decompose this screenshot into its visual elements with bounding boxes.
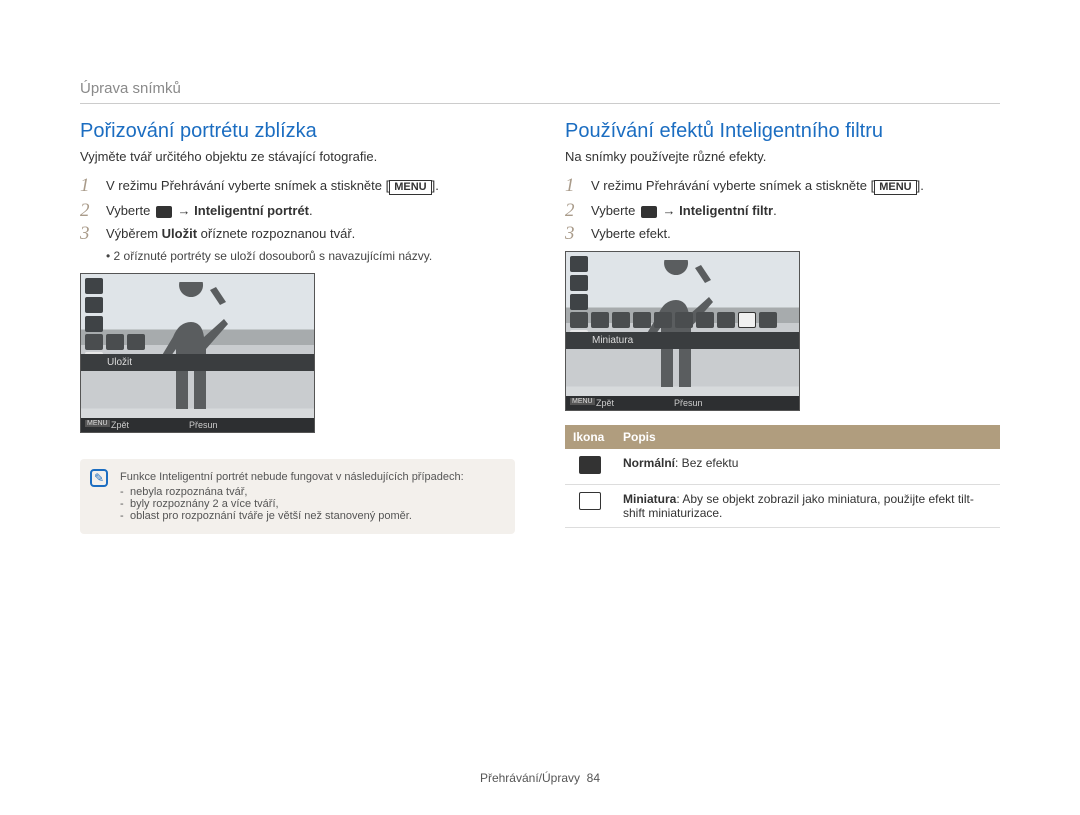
lcd-bottom-bar-r: Zpět Přesun xyxy=(566,396,799,410)
sub-bullet-1: 2 oříznuté portréty se uloží dosouborů s… xyxy=(106,249,515,263)
step-3-post: oříznete rozpoznanou tvář. xyxy=(197,226,355,241)
lcd-side-icons xyxy=(85,278,103,332)
arrow-text-r: → xyxy=(659,203,679,218)
menu-button-label-r: MENU xyxy=(874,180,916,195)
row2-rest: : Aby se objekt zobrazil jako miniatura,… xyxy=(623,492,974,520)
lcd-bot-right-r: Přesun xyxy=(674,398,703,408)
steps-right: V režimu Přehrávání vyberte snímek a sti… xyxy=(565,178,1000,241)
step-1-text: V režimu Přehrávání vyberte snímek a sti… xyxy=(106,178,389,193)
effects-table: Ikona Popis Normální: Bez efektu Miniatu… xyxy=(565,425,1000,528)
section-subtitle-right: Na snímky používejte různé efekty. xyxy=(565,149,1000,164)
step-3-pre: Výběrem xyxy=(106,226,162,241)
lcd-row-icons xyxy=(85,334,145,350)
effect-normal-icon xyxy=(579,456,601,474)
silhouette-icon-r xyxy=(626,260,726,400)
step-2-bold: Inteligentní portrét xyxy=(194,203,309,218)
note-item-1: nebyla rozpoznána tvář, xyxy=(120,486,503,498)
page-footer: Přehrávání/Úpravy 84 xyxy=(0,771,1080,785)
settings-icon xyxy=(156,206,172,218)
table-row: Normální: Bez efektu xyxy=(565,449,1000,485)
note-item-3: oblast pro rozpoznání tváře je větší než… xyxy=(120,510,503,522)
lcd-preview-left: Uložit Zpět Přesun xyxy=(80,273,315,433)
step-2: Vyberte → Inteligentní portrét. xyxy=(80,203,515,218)
section-subtitle-left: Vyjměte tvář určitého objektu ze stávají… xyxy=(80,149,515,164)
lcd-side-icons-r xyxy=(570,256,588,310)
footer-label: Přehrávání/Úpravy xyxy=(480,771,580,785)
lcd-bot-left-r: Zpět xyxy=(596,398,614,408)
step-3-bold: Uložit xyxy=(162,226,197,241)
menu-button-label: MENU xyxy=(389,180,431,195)
note-heading: Funkce Inteligentní portrét nebude fungo… xyxy=(120,471,503,483)
step-1: V režimu Přehrávání vyberte snímek a sti… xyxy=(80,178,515,195)
row1-bold: Normální xyxy=(623,456,675,470)
step-1-post: ]. xyxy=(432,178,439,193)
th-desc: Popis xyxy=(615,425,1000,449)
lcd-banner-r: Miniatura xyxy=(566,332,799,349)
step-2r-post: . xyxy=(773,203,777,218)
step-3-r: Vyberte efekt. xyxy=(565,226,1000,241)
step-1r-text: V režimu Přehrávání vyberte snímek a sti… xyxy=(591,178,874,193)
left-column: Pořizování portrétu zblízka Vyjměte tvář… xyxy=(80,120,515,534)
step-2r-bold: Inteligentní filtr xyxy=(679,203,773,218)
arrow-text: → xyxy=(174,203,194,218)
steps-left: V režimu Přehrávání vyberte snímek a sti… xyxy=(80,178,515,241)
lcd-bottom-bar: Zpět Přesun xyxy=(81,418,314,432)
right-column: Používání efektů Inteligentního filtru N… xyxy=(565,120,1000,534)
lcd-filter-row-icons xyxy=(570,312,795,328)
silhouette-icon xyxy=(141,282,241,422)
step-2-pre: Vyberte xyxy=(106,203,154,218)
note-item-2: byly rozpoznány 2 a více tváří, xyxy=(120,498,503,510)
row1-rest: : Bez efektu xyxy=(675,456,738,470)
step-3: Výběrem Uložit oříznete rozpoznanou tvář… xyxy=(80,226,515,241)
footer-page: 84 xyxy=(587,771,600,785)
note-box: ✎ Funkce Inteligentní portrét nebude fun… xyxy=(80,459,515,534)
lcd-bot-right: Přesun xyxy=(189,420,218,430)
sub-bullets: 2 oříznuté portréty se uloží dosouborů s… xyxy=(106,249,515,263)
lcd-bot-left: Zpět xyxy=(111,420,129,430)
section-title-right: Používání efektů Inteligentního filtru xyxy=(565,120,1000,143)
breadcrumb: Úprava snímků xyxy=(80,80,1000,104)
lcd-preview-right: Miniatura Zpět Přesun xyxy=(565,251,800,411)
lcd-banner: Uložit xyxy=(81,354,314,371)
step-2-post: . xyxy=(309,203,313,218)
step-2r-pre: Vyberte xyxy=(591,203,639,218)
step-2-r: Vyberte → Inteligentní filtr. xyxy=(565,203,1000,218)
section-title-left: Pořizování portrétu zblízka xyxy=(80,120,515,143)
settings-icon-r xyxy=(641,206,657,218)
note-icon: ✎ xyxy=(90,469,108,487)
row2-bold: Miniatura xyxy=(623,492,676,506)
th-icon: Ikona xyxy=(565,425,615,449)
table-row: Miniatura: Aby se objekt zobrazil jako m… xyxy=(565,485,1000,528)
step-1-r: V režimu Přehrávání vyberte snímek a sti… xyxy=(565,178,1000,195)
step-1r-post: ]. xyxy=(917,178,924,193)
effect-miniature-icon xyxy=(579,492,601,510)
